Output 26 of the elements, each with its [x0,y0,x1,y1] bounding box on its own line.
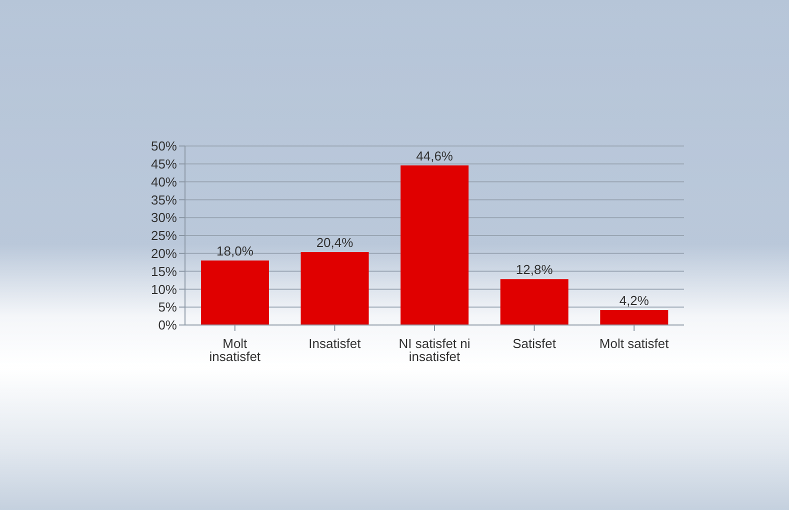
data-label: 4,2% [619,292,650,308]
x-tick-label: Molt satisfet [599,336,670,352]
bar [200,260,269,325]
y-tick-label: 15% [150,264,178,279]
bar [500,279,568,325]
y-tick-label: 35% [150,192,178,208]
x-tick-label: NI satisfet ni insatisfet [398,336,470,364]
bar [400,165,469,325]
data-label: 18,0% [216,244,254,259]
bar [300,252,369,325]
y-tick-label: 50% [150,138,178,154]
y-tick-label: 45% [150,156,178,172]
y-tick-label: 20% [150,246,178,262]
y-tick-label: 30% [150,210,178,226]
y-tick-label: 10% [150,282,178,297]
y-tick-label: 25% [150,228,178,244]
data-label: 44,6% [416,148,454,164]
x-tick-label: Insatisfet [308,336,362,352]
y-tick-label: 0% [158,318,178,333]
data-label: 12,8% [516,262,554,278]
x-tick-label: Molt insatisfet [209,336,261,364]
data-label: 20,4% [316,234,354,250]
y-tick-label: 5% [158,300,178,315]
y-tick-label: 40% [150,174,178,190]
bar [600,310,668,325]
x-tick-label: Satisfet [512,336,556,352]
